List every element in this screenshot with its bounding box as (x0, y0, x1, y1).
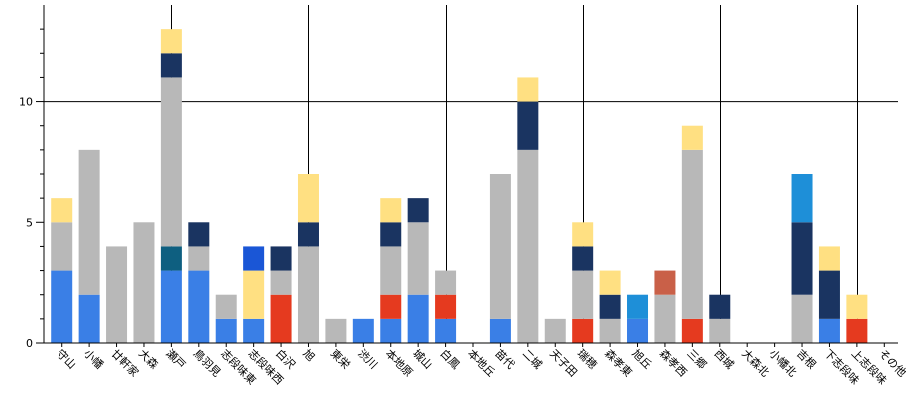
x-tick-label: 森孝東 (602, 346, 635, 379)
x-tick-label: 白鳳 (437, 346, 462, 371)
bar-segment (325, 318, 347, 343)
bar-segment (243, 270, 265, 319)
x-tick-label: 旭 (300, 346, 318, 364)
bar-segment (517, 101, 539, 150)
bar-segment (243, 246, 265, 271)
bar-segment (544, 318, 566, 343)
y-tick-label: 5 (26, 216, 33, 229)
bar-segment (270, 270, 292, 295)
bar-segment (297, 174, 319, 223)
bar-segment (380, 222, 402, 247)
bar-segment (160, 270, 182, 343)
bar-segment (270, 294, 292, 343)
x-tick-label: 小幡北 (766, 346, 799, 379)
bar-segment (352, 318, 374, 343)
bar-segment (160, 246, 182, 271)
x-tick-label: 渋川 (355, 347, 380, 372)
bar-segment (517, 149, 539, 343)
bar-segment (133, 222, 155, 343)
bar-segment (627, 318, 649, 343)
x-tick-label: 二城 (520, 347, 545, 372)
bar-segment (791, 222, 813, 295)
bar-segment (407, 198, 429, 223)
bar-segment (435, 270, 457, 295)
bar-segment (51, 198, 73, 223)
bar-segment (380, 318, 402, 343)
x-tick-label: 天子田 (547, 347, 580, 380)
bar-segment (599, 318, 621, 343)
bar-segment (709, 318, 731, 343)
bar-segment (380, 198, 402, 223)
bar-segment (160, 29, 182, 54)
bar-segment (489, 174, 511, 319)
x-tick-label: 大森北 (739, 346, 772, 379)
bar-segment (270, 246, 292, 271)
x-tick-label: 守山 (54, 346, 79, 371)
bar-segment (407, 222, 429, 295)
y-ticks: 0 5 10 (19, 28, 44, 350)
y-tick-label: 0 (26, 337, 33, 350)
bar-segment (681, 125, 703, 150)
bar-segment (188, 270, 210, 343)
x-tick-label: 本地丘 (465, 346, 498, 379)
bar-segment (78, 149, 100, 295)
bar-segment (627, 294, 649, 319)
bar-segment (380, 246, 402, 295)
bar-segment (435, 318, 457, 343)
bar-segment (188, 222, 210, 247)
bar-segment (681, 149, 703, 319)
bar-segment (215, 318, 237, 343)
bar-segment (51, 270, 73, 343)
bar-segment (572, 270, 594, 319)
bar-segment (681, 318, 703, 343)
bar-segment (407, 294, 429, 343)
bar-segment (818, 246, 840, 271)
bar-segment (709, 294, 731, 319)
bar-segment (106, 246, 128, 343)
bar-segment (654, 270, 676, 295)
bar-segment (51, 222, 73, 271)
bar-segment (599, 294, 621, 319)
x-tick-label: 森孝西 (657, 346, 690, 379)
x-tick-label: 東栄 (328, 346, 353, 371)
x-tick-label: 瀬戸 (163, 346, 188, 371)
bar-segment (572, 318, 594, 343)
bar-segment (846, 294, 868, 319)
bar-segment (243, 318, 265, 343)
x-tick-label: 西城 (712, 347, 737, 372)
bar-stacks (51, 29, 868, 343)
bar-segment (435, 294, 457, 319)
x-tick-label: 鳥羽見 (191, 346, 224, 379)
bar-segment (572, 246, 594, 271)
x-tick-labels: 守山 小幡 廿軒家大森 瀬戸 鳥羽見志段味東志段味西白沢旭東栄 渋川 本地原城山 白鳳 本地丘苗… (54, 343, 909, 387)
bar-segment (78, 294, 100, 343)
bar-segment (818, 270, 840, 319)
bar-segment (517, 77, 539, 102)
bar-segment (297, 222, 319, 247)
bar-segment (599, 270, 621, 295)
bar-segment (791, 174, 813, 223)
bar-segment (380, 294, 402, 319)
bar-segment (791, 294, 813, 343)
y-tick-label: 10 (19, 96, 33, 109)
bar-segment (160, 77, 182, 247)
bar-segment (489, 318, 511, 343)
x-tick-label: 廿軒家 (108, 346, 141, 379)
x-tick-label: 本地原 (383, 346, 416, 379)
bar-segment (572, 222, 594, 247)
bar-segment (846, 318, 868, 343)
x-tick-label: 小幡 (81, 346, 106, 371)
bar-segment (215, 294, 237, 319)
bar-segment (818, 318, 840, 343)
bar-segment (654, 294, 676, 343)
bar-segment (297, 246, 319, 343)
bar-segment (160, 53, 182, 78)
bar-segment (188, 246, 210, 271)
